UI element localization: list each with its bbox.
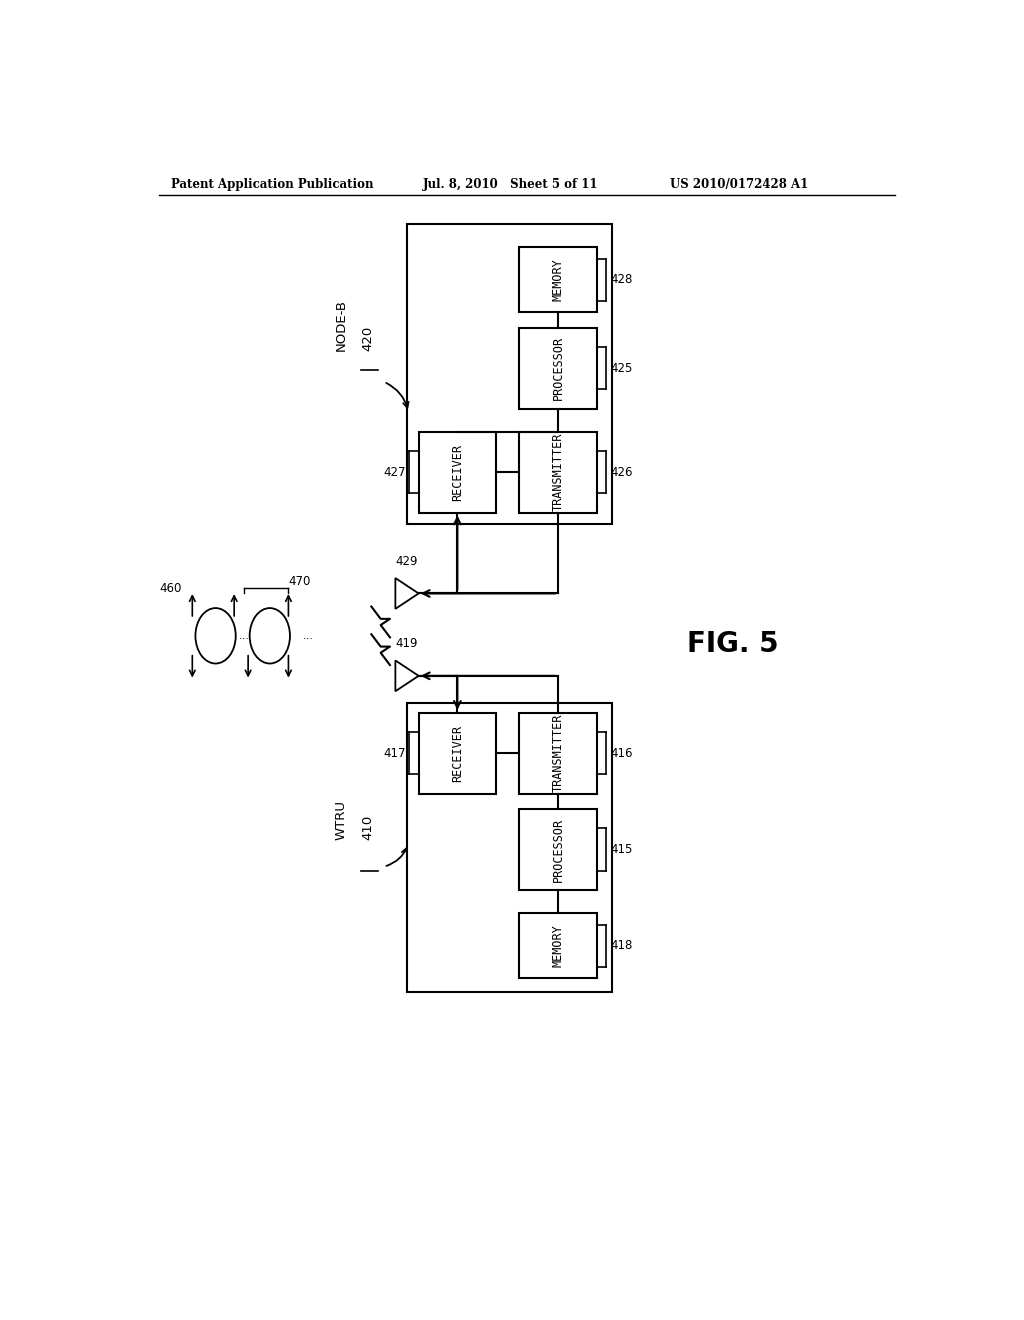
Text: 420: 420 (361, 326, 375, 351)
Text: ...: ... (239, 631, 250, 640)
Text: 410: 410 (361, 814, 375, 840)
Text: 426: 426 (610, 466, 633, 479)
FancyBboxPatch shape (519, 809, 597, 890)
Text: 425: 425 (610, 362, 633, 375)
Polygon shape (395, 660, 419, 692)
Text: NODE-B: NODE-B (335, 298, 347, 351)
FancyBboxPatch shape (519, 713, 597, 793)
FancyBboxPatch shape (519, 247, 597, 313)
FancyBboxPatch shape (419, 713, 496, 793)
Text: PROCESSOR: PROCESSOR (552, 337, 564, 400)
FancyBboxPatch shape (519, 327, 597, 409)
Ellipse shape (196, 609, 236, 664)
Text: US 2010/0172428 A1: US 2010/0172428 A1 (671, 178, 809, 190)
Text: RECEIVER: RECEIVER (451, 725, 464, 781)
Text: 427: 427 (383, 466, 406, 479)
Text: 419: 419 (395, 638, 418, 649)
FancyBboxPatch shape (519, 913, 597, 978)
Text: WTRU: WTRU (335, 800, 347, 840)
FancyBboxPatch shape (419, 432, 496, 512)
Text: RECEIVER: RECEIVER (451, 444, 464, 500)
Text: 418: 418 (610, 940, 633, 952)
Text: 429: 429 (395, 554, 418, 568)
Text: MEMORY: MEMORY (552, 259, 564, 301)
Ellipse shape (250, 609, 290, 664)
Text: MEMORY: MEMORY (552, 924, 564, 968)
Text: TRANSMITTER: TRANSMITTER (552, 433, 564, 511)
Text: Patent Application Publication: Patent Application Publication (171, 178, 373, 190)
Text: ...: ... (303, 631, 314, 640)
Text: 415: 415 (610, 843, 633, 855)
Text: 416: 416 (610, 747, 633, 760)
Polygon shape (395, 578, 419, 609)
Text: TRANSMITTER: TRANSMITTER (552, 714, 564, 792)
Text: PROCESSOR: PROCESSOR (552, 817, 564, 882)
FancyBboxPatch shape (519, 432, 597, 512)
Text: FIG. 5: FIG. 5 (687, 630, 778, 657)
Text: 417: 417 (383, 747, 406, 760)
Text: 428: 428 (610, 273, 633, 286)
Text: 460: 460 (160, 582, 182, 594)
Text: Jul. 8, 2010   Sheet 5 of 11: Jul. 8, 2010 Sheet 5 of 11 (423, 178, 598, 190)
Text: 470: 470 (289, 576, 311, 589)
